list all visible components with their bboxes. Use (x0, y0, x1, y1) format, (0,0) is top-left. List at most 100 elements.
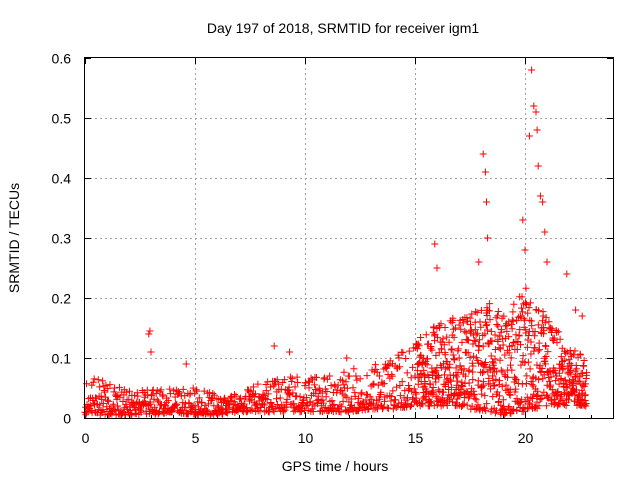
data-point (472, 308, 480, 316)
y-tick-label: 0 (63, 411, 71, 427)
data-point (462, 372, 470, 380)
data-point (270, 342, 278, 350)
data-point (478, 382, 486, 390)
data-point (466, 392, 474, 400)
x-tick-label: 15 (408, 430, 424, 446)
data-point (264, 390, 272, 398)
data-point (122, 388, 130, 396)
data-point (536, 192, 544, 200)
data-point (243, 408, 251, 416)
data-point (341, 392, 349, 400)
data-point (323, 388, 331, 396)
data-point (549, 336, 557, 344)
data-points (81, 66, 591, 419)
data-point (309, 407, 317, 415)
data-point (294, 379, 302, 387)
data-point (407, 401, 415, 409)
data-point (185, 400, 193, 408)
data-point (374, 381, 382, 389)
data-point (293, 373, 301, 381)
data-point (441, 323, 449, 331)
data-point (480, 378, 488, 386)
data-point (410, 385, 418, 393)
data-point (575, 391, 583, 399)
data-point (536, 395, 544, 403)
plot-area-frame (84, 57, 614, 419)
data-point (576, 373, 584, 381)
data-point (541, 319, 549, 327)
data-point (488, 337, 496, 345)
data-point (429, 388, 437, 396)
data-point (263, 396, 271, 404)
data-point (561, 349, 569, 357)
data-point (518, 304, 526, 312)
data-point (508, 325, 516, 333)
data-point (349, 384, 357, 392)
data-point (173, 400, 181, 408)
data-point (486, 316, 494, 324)
data-point (474, 377, 482, 385)
y-tick-label: 0.1 (52, 351, 72, 367)
data-point (494, 322, 502, 330)
data-point (268, 402, 276, 410)
data-point (506, 391, 514, 399)
data-point (210, 391, 218, 399)
data-point (527, 350, 535, 358)
data-point (434, 386, 442, 394)
data-point (491, 331, 499, 339)
data-point (539, 375, 547, 383)
data-point (417, 333, 425, 341)
data-point (522, 379, 530, 387)
data-point (558, 358, 566, 366)
data-point (391, 396, 399, 404)
data-point (516, 326, 524, 334)
data-point (374, 401, 382, 409)
data-point (505, 333, 513, 341)
data-point (430, 323, 438, 331)
data-point (439, 388, 447, 396)
data-point (528, 66, 536, 74)
data-point (496, 356, 504, 364)
data-point (288, 378, 296, 386)
data-point (279, 379, 287, 387)
data-point (454, 368, 462, 376)
data-point (379, 403, 387, 411)
data-point (533, 126, 541, 134)
data-point (416, 371, 424, 379)
data-point (319, 396, 327, 404)
data-point (449, 351, 457, 359)
data-point (426, 398, 434, 406)
grid-lines (85, 58, 613, 418)
data-point (148, 391, 156, 399)
data-point (502, 381, 510, 389)
data-point (407, 402, 415, 410)
data-point (403, 369, 411, 377)
data-point (497, 366, 505, 374)
data-point (479, 342, 487, 350)
data-point (481, 168, 489, 176)
data-point (563, 270, 571, 278)
data-point (192, 386, 200, 394)
data-point (445, 338, 453, 346)
data-point (415, 342, 423, 350)
data-point (519, 352, 527, 360)
data-point (310, 381, 318, 389)
data-point (430, 402, 438, 410)
data-point (342, 378, 350, 386)
data-point (497, 326, 505, 334)
data-point (150, 395, 158, 403)
data-point (483, 326, 491, 334)
data-point (460, 365, 468, 373)
data-point (485, 374, 493, 382)
data-point (254, 380, 262, 388)
data-point (513, 317, 521, 325)
data-point (428, 346, 436, 354)
data-point (567, 370, 575, 378)
y-tick-label: 0.6 (52, 51, 72, 67)
data-point (287, 373, 295, 381)
data-point (526, 299, 534, 307)
data-point (492, 407, 500, 415)
data-point (491, 346, 499, 354)
data-point (432, 378, 440, 386)
data-point (469, 376, 477, 384)
